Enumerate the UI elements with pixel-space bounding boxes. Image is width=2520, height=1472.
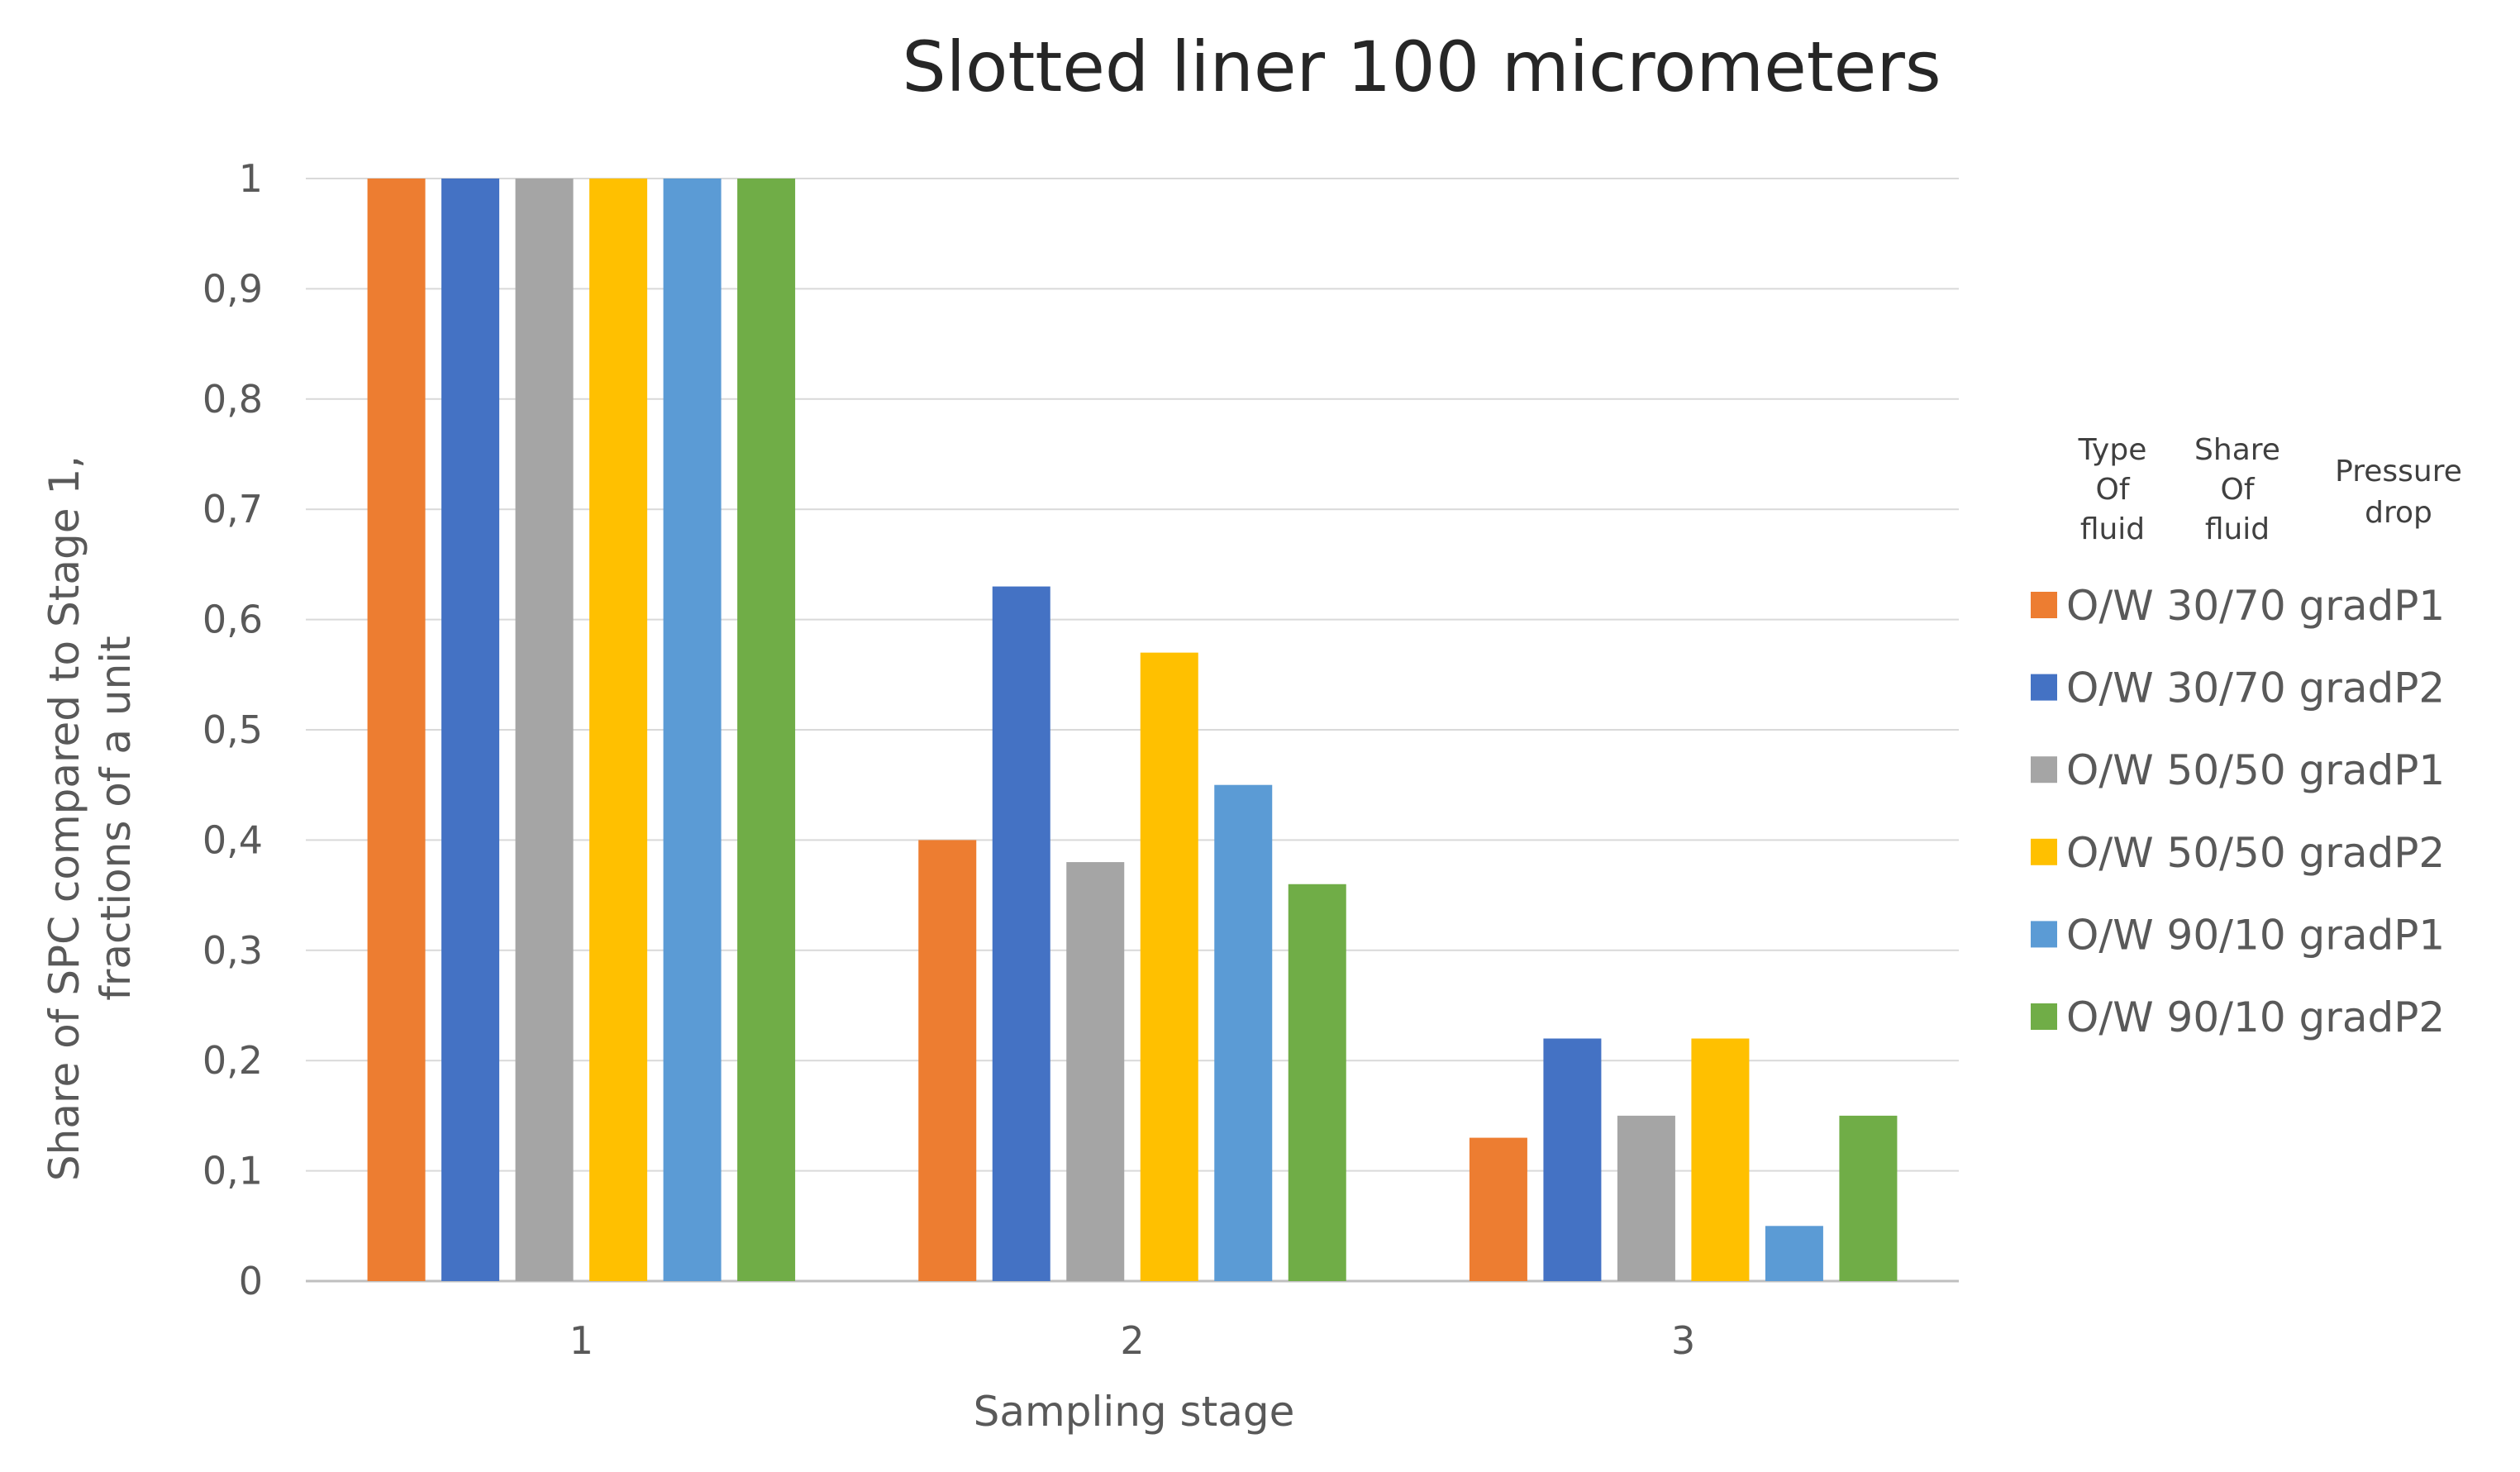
bar <box>1543 1038 1602 1281</box>
legend-label: O/W 50/50 gradP2 <box>2066 829 2445 877</box>
bar <box>1140 652 1198 1281</box>
legend-label: O/W 50/50 gradP1 <box>2066 746 2445 794</box>
y-tick-label: 1 <box>239 156 263 201</box>
gridlines <box>306 178 1959 1283</box>
bar <box>737 179 796 1281</box>
y-tick-label: 0 <box>239 1259 263 1303</box>
legend: Type Of fluid Share Of fluid Pressure drop O/W 3… <box>2031 433 2462 1041</box>
legend-header-text: Type <box>2078 433 2147 467</box>
bar <box>1288 884 1346 1281</box>
bar <box>589 179 648 1281</box>
y-axis-title: Share of SPC compared to Stage 1, fracti… <box>40 455 140 1181</box>
y-tick-label: 0,7 <box>202 487 263 531</box>
y-axis-title-line-2: fractions of a unit <box>92 636 140 1001</box>
legend-swatch <box>2031 592 2057 618</box>
legend-label: O/W 30/70 gradP2 <box>2066 665 2445 712</box>
x-tick-label: 1 <box>569 1318 593 1363</box>
legend-header-text: fluid <box>2080 512 2145 546</box>
bar <box>1469 1137 1527 1281</box>
y-axis-ticks: 0 0,1 0,2 0,3 0,4 0,5 0,6 0,7 0,8 0,9 1 <box>202 156 263 1303</box>
legend-header-text: drop <box>2365 496 2432 530</box>
bar <box>1691 1038 1750 1281</box>
y-tick-label: 0,4 <box>202 817 263 862</box>
legend-header-text: Pressure <box>2335 455 2462 488</box>
bar <box>663 179 722 1281</box>
bar <box>918 840 977 1281</box>
legend-swatch <box>2031 756 2057 784</box>
legend-header-text: Of <box>2095 473 2130 507</box>
bar <box>992 586 1050 1281</box>
y-tick-label: 0,3 <box>202 928 263 973</box>
legend-swatch <box>2031 838 2057 865</box>
legend-label: O/W 90/10 gradP2 <box>2066 993 2445 1041</box>
x-axis-ticks: 1 2 3 <box>569 1318 1696 1363</box>
y-axis-title-line-1: Share of SPC compared to Stage 1, <box>40 455 88 1181</box>
y-tick-label: 0,8 <box>202 377 263 422</box>
y-tick-label: 0,9 <box>202 266 263 311</box>
x-tick-label: 2 <box>1120 1318 1144 1363</box>
y-tick-label: 0,2 <box>202 1038 263 1083</box>
bar <box>1214 784 1273 1281</box>
legend-swatch <box>2031 1003 2057 1030</box>
bar <box>367 179 426 1281</box>
bars <box>367 179 1898 1281</box>
x-axis-title: Sampling stage <box>974 1388 1295 1436</box>
y-tick-label: 0,5 <box>202 707 263 752</box>
bar <box>1066 862 1125 1281</box>
x-tick-label: 3 <box>1671 1318 1695 1363</box>
legend-swatch <box>2031 921 2057 948</box>
legend-label: O/W 90/10 gradP1 <box>2066 911 2445 959</box>
bar <box>1617 1115 1675 1281</box>
bar <box>441 179 500 1281</box>
legend-label: O/W 30/70 gradP1 <box>2066 582 2445 630</box>
bar <box>515 179 574 1281</box>
bar <box>1839 1115 1898 1281</box>
legend-header-text: Share <box>2194 433 2280 467</box>
legend-header-text: fluid <box>2205 512 2270 546</box>
legend-swatch <box>2031 674 2057 701</box>
y-tick-label: 0,1 <box>202 1149 263 1193</box>
legend-header-text: Of <box>2220 473 2255 507</box>
chart-title: Slotted liner 100 micrometers <box>902 26 1941 107</box>
bar <box>1765 1226 1823 1281</box>
y-tick-label: 0,6 <box>202 598 263 642</box>
